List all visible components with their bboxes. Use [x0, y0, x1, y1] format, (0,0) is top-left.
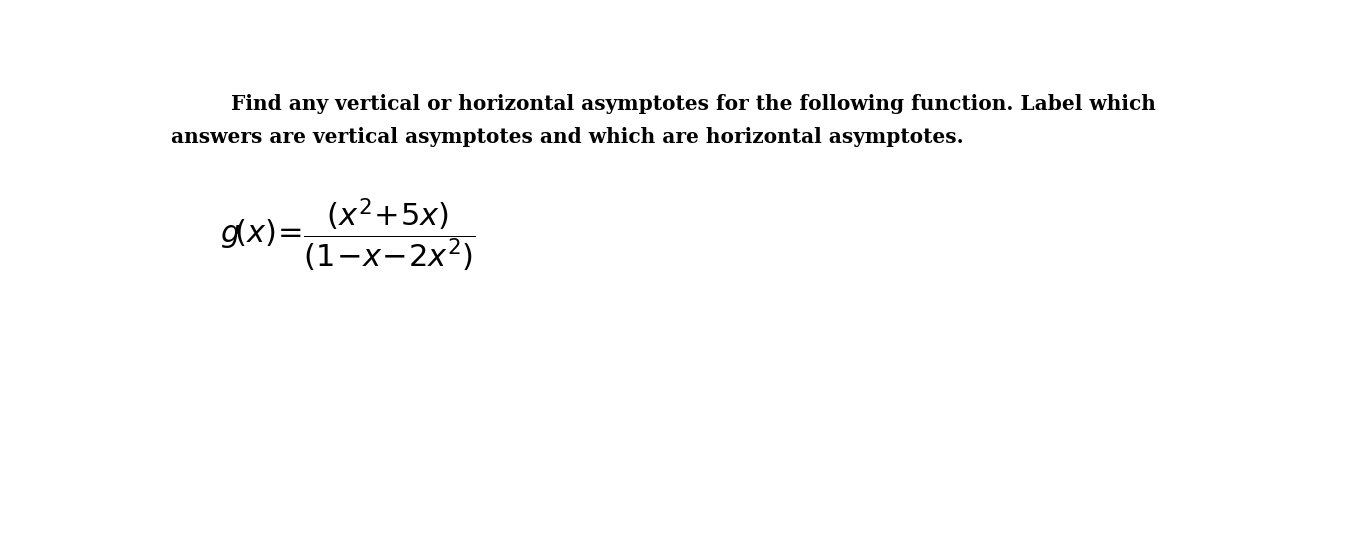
Text: answers are vertical asymptotes and which are horizontal asymptotes.: answers are vertical asymptotes and whic…: [172, 128, 964, 147]
Text: $g\!\left(x\right)\!=\!\dfrac{\left(x^2\!+\!5x\right)}{\left(1\!-\!x\!-\!2x^2\ri: $g\!\left(x\right)\!=\!\dfrac{\left(x^2\…: [219, 197, 475, 274]
Text: Find any vertical or horizontal asymptotes for the following function. Label whi: Find any vertical or horizontal asymptot…: [232, 94, 1156, 113]
